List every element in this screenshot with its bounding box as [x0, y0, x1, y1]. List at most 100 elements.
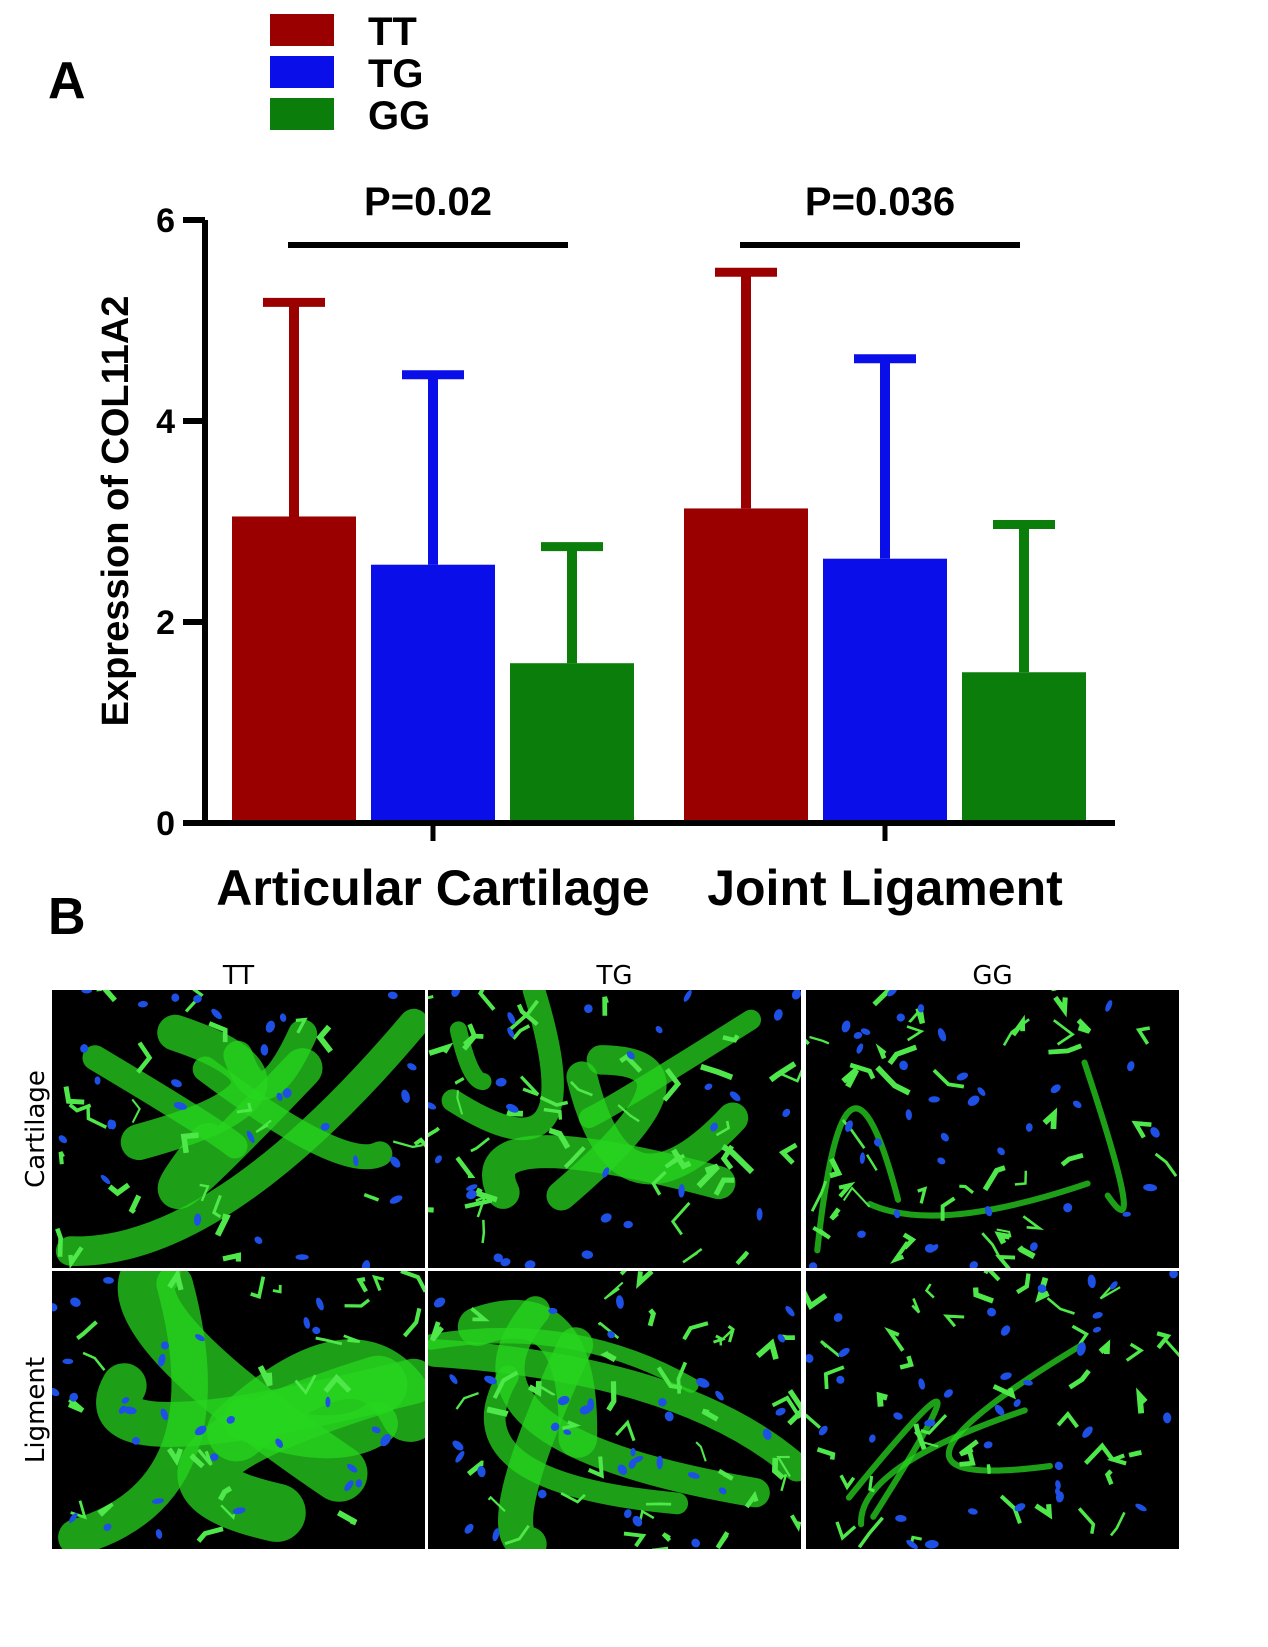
- nucleus: [210, 1453, 219, 1461]
- fibre: [456, 1090, 464, 1115]
- nucleus: [500, 1258, 511, 1267]
- fibre: [721, 1143, 755, 1175]
- nucleus: [1122, 1211, 1131, 1217]
- fibre: [402, 1307, 422, 1338]
- fibre: [913, 1423, 927, 1451]
- fibre: [86, 1105, 108, 1129]
- nucleus: [107, 1119, 114, 1130]
- fibre: [619, 1053, 643, 1073]
- fibre: [1022, 1215, 1045, 1231]
- nucleus: [906, 1539, 918, 1549]
- legend-swatch-tg: [270, 56, 334, 88]
- fibre: [68, 1246, 84, 1268]
- tissue-band: [483, 1365, 689, 1515]
- fibre: [543, 1107, 563, 1120]
- nucleus: [279, 1013, 287, 1022]
- micrograph-ligment-tg: [428, 1271, 801, 1549]
- fibre: [548, 1127, 571, 1150]
- nucleus: [265, 1020, 275, 1033]
- nucleus: [893, 1209, 901, 1219]
- nucleus: [956, 1072, 969, 1081]
- fibre: [539, 1095, 569, 1107]
- nucleus: [173, 1102, 187, 1110]
- fibre: [486, 1406, 509, 1418]
- legend-label-tg: TG: [368, 52, 424, 96]
- nucleus: [131, 1436, 141, 1445]
- nucleus: [729, 1091, 741, 1102]
- nucleus: [928, 1096, 940, 1103]
- nucleus: [678, 1184, 685, 1198]
- fibre: [1068, 1369, 1091, 1390]
- nucleus: [1092, 1312, 1103, 1319]
- fibre: [180, 1132, 199, 1154]
- fibre: [906, 1025, 925, 1042]
- tissue-band: [814, 1105, 902, 1254]
- fibre: [167, 1271, 184, 1291]
- nucleus: [434, 1155, 442, 1164]
- nucleus: [387, 991, 398, 1000]
- fibre: [128, 1194, 142, 1214]
- nucleus: [756, 1207, 763, 1221]
- fibre: [713, 1177, 735, 1196]
- nucleus: [874, 1138, 882, 1147]
- fibre: [1014, 1170, 1028, 1186]
- tissue-band: [449, 1021, 492, 1091]
- column-header-tt: TT: [222, 961, 254, 991]
- nucleus: [940, 1132, 949, 1142]
- nucleus: [507, 1012, 516, 1025]
- fibre: [603, 1281, 624, 1300]
- y-tick-label: 6: [156, 202, 175, 240]
- tissue-band: [120, 1014, 268, 1161]
- nucleus: [626, 1051, 635, 1060]
- fibre: [519, 1075, 540, 1097]
- tissue-band: [428, 1339, 801, 1482]
- fibre: [504, 1524, 530, 1546]
- fibre: [735, 1250, 750, 1266]
- fibre: [429, 1321, 444, 1342]
- micrograph-background: [806, 990, 1179, 1268]
- fibre: [623, 1531, 647, 1548]
- nucleus: [785, 1305, 795, 1317]
- nucleus: [246, 1130, 255, 1144]
- nucleus: [1082, 1426, 1093, 1438]
- nucleus: [193, 994, 202, 1003]
- nucleus: [931, 1244, 939, 1252]
- row-header-cartilage: Cartilage: [21, 1070, 51, 1188]
- fibre: [67, 1397, 85, 1413]
- fibre: [295, 1017, 308, 1034]
- fibre: [470, 1307, 490, 1322]
- fibre: [1125, 1342, 1144, 1362]
- fibre: [875, 1043, 887, 1060]
- fibre: [727, 1324, 735, 1343]
- fibre: [466, 1460, 484, 1477]
- fibre: [1135, 1026, 1151, 1045]
- nucleus: [887, 990, 897, 997]
- fibre: [661, 1532, 672, 1542]
- fibre: [780, 1473, 788, 1492]
- nucleus: [775, 1407, 786, 1416]
- nucleus: [407, 1063, 417, 1071]
- panel-a-letter: A: [48, 52, 86, 110]
- nucleus: [121, 1397, 130, 1404]
- fibre: [829, 1207, 841, 1221]
- nucleus: [1037, 1284, 1047, 1293]
- fibre: [1048, 1043, 1083, 1055]
- nucleus: [918, 1378, 926, 1390]
- fibre: [222, 1252, 242, 1262]
- fibre: [1164, 1339, 1179, 1358]
- fibre: [562, 1420, 582, 1431]
- fibre: [563, 1146, 586, 1169]
- fibre: [959, 1184, 975, 1194]
- fibre: [166, 1447, 183, 1466]
- nucleus: [371, 1426, 381, 1434]
- fibre: [343, 1334, 361, 1344]
- nucleus: [994, 1404, 1005, 1416]
- fibre: [220, 1504, 236, 1520]
- nucleus: [548, 1307, 558, 1315]
- nucleus: [1135, 1503, 1147, 1512]
- nucleus: [762, 1428, 772, 1440]
- nucleus: [155, 1529, 163, 1539]
- tissue-band: [578, 1009, 762, 1129]
- nucleus: [715, 1390, 724, 1401]
- legend-swatch-tt: [270, 14, 334, 46]
